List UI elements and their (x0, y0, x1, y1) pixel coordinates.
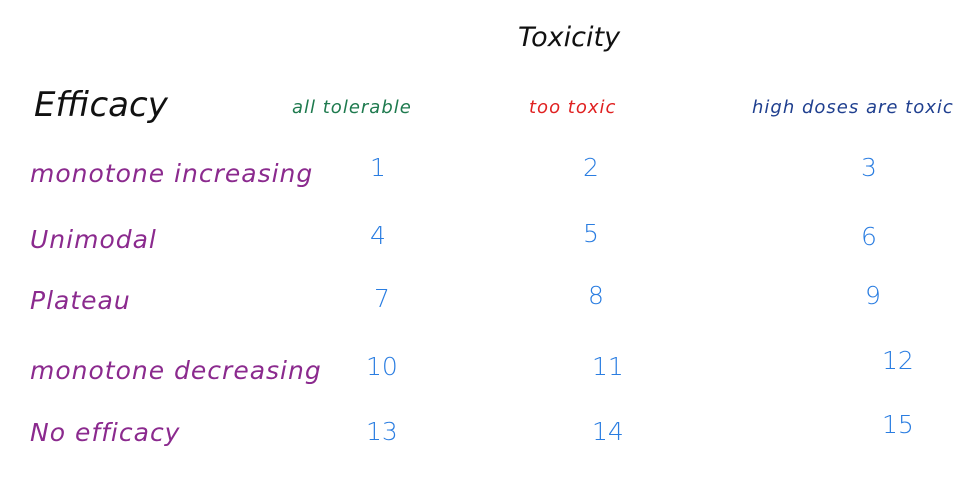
row-header-efficacy: Efficacy (34, 85, 168, 125)
column-header-too-toxic: too toxic (529, 97, 617, 118)
scenario-cell: 14 (592, 417, 624, 446)
scenario-cell: 8 (588, 281, 604, 310)
row-label-plateau: Plateau (30, 286, 131, 315)
row-label-no-efficacy: No efficacy (30, 418, 181, 447)
scenario-cell: 10 (366, 352, 398, 381)
scenario-cell: 6 (861, 222, 877, 251)
scenario-cell: 11 (592, 352, 624, 381)
scenario-cell: 12 (882, 346, 914, 375)
row-label-unimodal: Unimodal (30, 225, 157, 254)
scenario-cell: 13 (366, 417, 398, 446)
scenario-cell: 3 (861, 153, 877, 182)
scenario-cell: 7 (374, 284, 390, 313)
scenario-cell: 4 (370, 221, 386, 250)
row-label-monotone-decreasing: monotone decreasing (30, 356, 322, 385)
column-header-high-doses-are-toxic: high doses are toxic (752, 97, 954, 118)
scenario-cell: 5 (583, 219, 599, 248)
scenario-cell: 9 (865, 281, 881, 310)
row-label-monotone-increasing: monotone increasing (30, 159, 314, 188)
scenario-cell: 15 (882, 410, 914, 439)
scenario-cell: 2 (583, 153, 599, 182)
page-title: Toxicity (518, 22, 621, 53)
column-header-all-tolerable: all tolerable (292, 97, 412, 118)
scenario-cell: 1 (370, 153, 386, 182)
